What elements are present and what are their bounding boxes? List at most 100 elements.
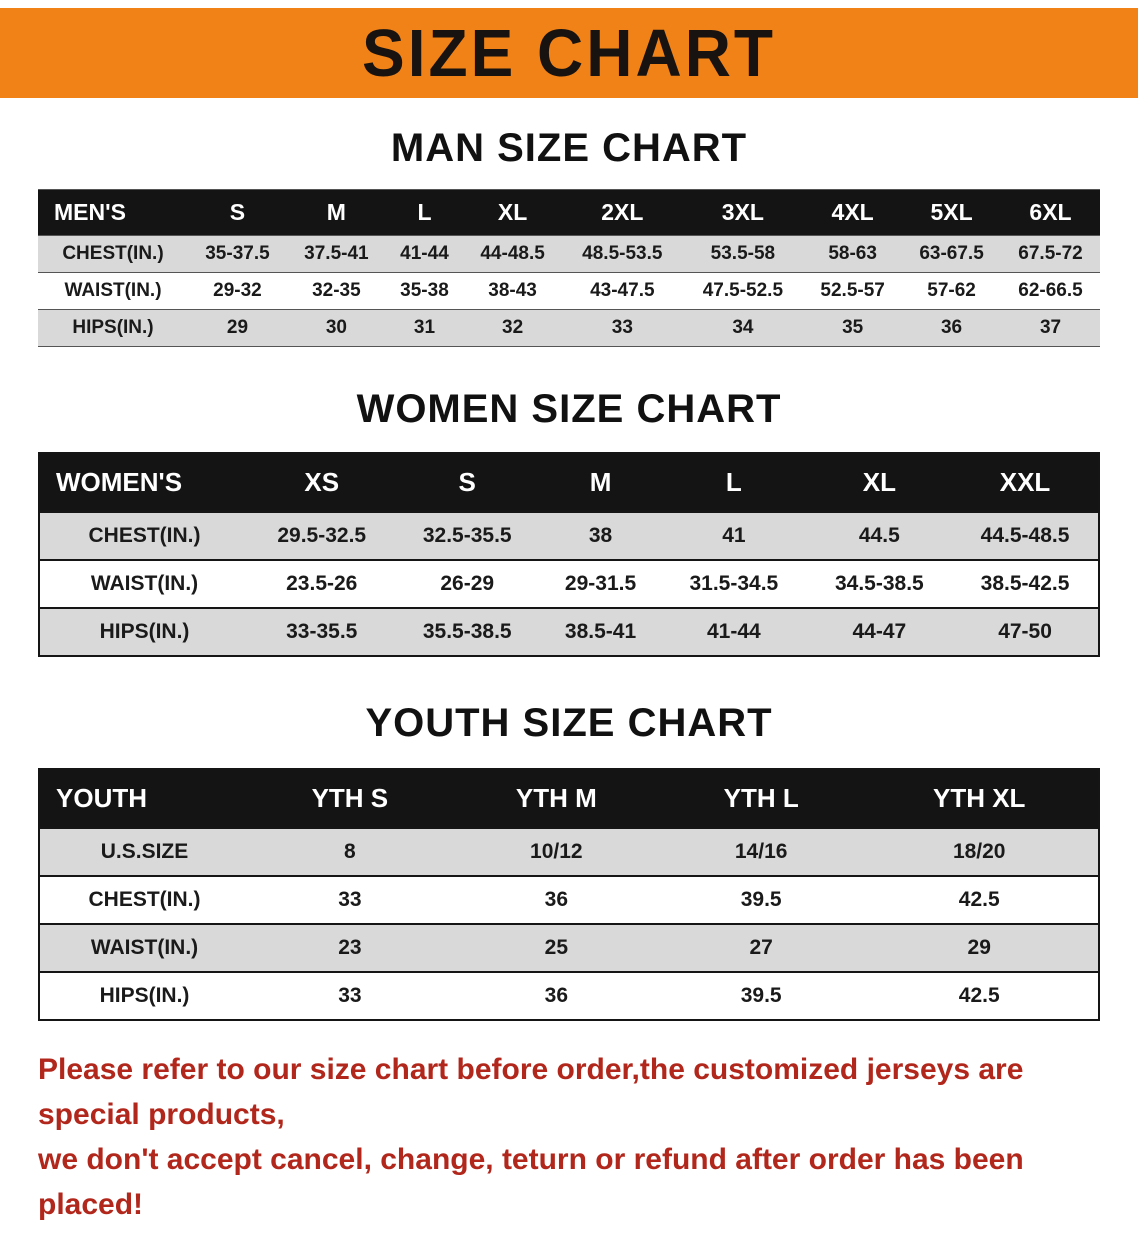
header-row: MEN'S S M L XL 2XL 3XL 4XL 5XL 6XL [38, 189, 1100, 236]
size-value: 34.5-38.5 [834, 572, 924, 595]
size-value: 58-63 [828, 243, 877, 264]
size-chart-page: SIZE CHART MAN SIZE CHART MEN'S S M L XL 2XL 3… [0, 8, 1138, 1237]
footer-notice: Please refer to our size chart before or… [38, 1047, 1100, 1227]
size-value: 41-44 [400, 243, 449, 264]
size-value: 42.5 [958, 984, 1000, 1007]
table-row: WAIST(IN.) 29-32 32-35 35-38 38-43 43-47.5 47.… [38, 272, 1100, 310]
size-value: 32-35 [312, 280, 361, 301]
size-value: 26-29 [440, 572, 495, 595]
row-label: U.S.SIZE [100, 840, 189, 863]
size-value: 29 [967, 936, 991, 959]
size-value: 33 [338, 984, 362, 1007]
size-column-header: XS [249, 453, 395, 512]
size-value: 29 [226, 317, 249, 338]
size-column-header: 6XL [1001, 189, 1100, 236]
youth-size-table: YOUTH YTH S YTH M YTH L YTH XL U.S.SIZE 8 10/12… [38, 768, 1100, 1021]
size-value: 44.5 [858, 524, 900, 547]
row-label: CHEST(IN.) [62, 243, 164, 264]
size-value: 33 [338, 888, 362, 911]
size-value: 41 [722, 524, 746, 547]
header-row: WOMEN'S XS S M L XL XXL [39, 453, 1099, 512]
size-column-header: YTH S [249, 769, 451, 828]
size-value: 42.5 [958, 888, 1000, 911]
size-column-header: XL [806, 453, 953, 512]
table-row: HIPS(IN.) 33-35.5 35.5-38.5 38.5-41 41-44 44-… [39, 608, 1099, 656]
row-label: HIPS(IN.) [99, 620, 190, 643]
size-value: 18/20 [952, 840, 1006, 863]
table-row: CHEST(IN.) 33 36 39.5 42.5 [39, 876, 1099, 924]
table-title-cell: WOMEN'S [39, 453, 249, 512]
row-label: HIPS(IN.) [72, 317, 154, 338]
size-value: 44.5-48.5 [980, 524, 1070, 547]
size-column-header: XXL [952, 453, 1099, 512]
size-column-header: 4XL [803, 189, 903, 236]
size-value: 29-31.5 [564, 572, 637, 595]
size-value: 10/12 [530, 840, 583, 863]
row-label: CHEST(IN.) [88, 888, 201, 911]
size-value: 14/16 [734, 840, 788, 863]
youth-size-section: YOUTH SIZE CHART YOUTH YTH S YTH M YTH L YTH… [0, 701, 1138, 1021]
size-value: 35-37.5 [205, 243, 270, 264]
row-label: WAIST(IN.) [90, 936, 199, 959]
size-column-header: YTH M [450, 769, 662, 828]
size-value: 32.5-35.5 [422, 524, 512, 547]
table-row: CHEST(IN.) 35-37.5 37.5-41 41-44 44-48.5 48.5… [38, 235, 1100, 273]
size-value: 44-48.5 [480, 243, 545, 264]
size-column-header: L [661, 453, 807, 512]
size-column-header: XL [463, 189, 563, 236]
men-size-section: MAN SIZE CHART MEN'S S M L XL 2XL 3XL 4XL 5XL 6XL… [0, 126, 1138, 347]
size-value: 47-50 [998, 620, 1052, 643]
size-value: 47.5-52.5 [702, 280, 784, 301]
notice-line-1: Please refer to our size chart before or… [38, 1053, 1024, 1131]
size-column-header: YTH XL [860, 769, 1099, 828]
size-value: 35 [842, 317, 864, 338]
size-column-header: S [394, 453, 540, 512]
row-label: WAIST(IN.) [64, 280, 162, 301]
banner: SIZE CHART [0, 8, 1138, 98]
size-value: 38.5-42.5 [980, 572, 1070, 595]
size-value: 31.5-34.5 [689, 572, 779, 595]
table-row: CHEST(IN.) 29.5-32.5 32.5-35.5 38 41 44.5 44.5… [39, 512, 1099, 560]
row-label: HIPS(IN.) [99, 984, 190, 1007]
size-column-header: M [539, 453, 662, 512]
size-value: 41-44 [707, 620, 761, 643]
table-title-cell: YOUTH [39, 769, 249, 828]
page-title: SIZE CHART [362, 15, 776, 91]
size-value: 34 [732, 317, 754, 338]
size-value: 37.5-41 [304, 243, 369, 264]
women-size-table: WOMEN'S XS S M L XL XXL CHEST(IN.) 29.5-32.5 32.5… [38, 452, 1100, 657]
size-column-header: L [385, 189, 464, 236]
youth-section-heading: YOUTH SIZE CHART [365, 701, 773, 745]
size-column-header: M [286, 189, 386, 236]
size-value: 38 [588, 524, 613, 547]
size-value: 25 [544, 936, 568, 959]
size-value: 39.5 [740, 984, 782, 1007]
size-value: 48.5-53.5 [582, 243, 663, 264]
table-row: HIPS(IN.) 29 30 31 32 33 34 35 36 37 [38, 309, 1100, 347]
size-value: 39.5 [740, 888, 782, 911]
size-column-header: 5XL [902, 189, 1002, 236]
size-value: 32 [502, 317, 524, 338]
size-column-header: 2XL [562, 189, 683, 236]
table-row: WAIST(IN.) 23.5-26 26-29 29-31.5 31.5-34.5 34… [39, 560, 1099, 608]
size-value: 29.5-32.5 [277, 524, 367, 547]
size-value: 53.5-58 [710, 243, 776, 264]
size-value: 38.5-41 [564, 620, 637, 643]
size-value: 57-62 [927, 280, 976, 301]
size-column-header: 3XL [682, 189, 804, 236]
size-value: 33-35.5 [286, 620, 358, 643]
size-value: 63-67.5 [919, 243, 984, 264]
notice-line-2: we don't accept cancel, change, teturn o… [38, 1143, 1024, 1221]
table-row: U.S.SIZE 8 10/12 14/16 18/20 [39, 828, 1099, 876]
size-column-header: S [188, 189, 287, 236]
table-title-cell: MEN'S [38, 189, 188, 236]
men-size-table: MEN'S S M L XL 2XL 3XL 4XL 5XL 6XL CHEST(IN.) 35-37… [38, 189, 1100, 347]
header-row: YOUTH YTH S YTH M YTH L YTH XL [39, 769, 1099, 828]
size-value: 36 [544, 984, 568, 1007]
row-label: WAIST(IN.) [90, 572, 199, 595]
size-value: 35-38 [400, 280, 449, 301]
size-value: 29-32 [213, 280, 262, 301]
size-value: 36 [544, 888, 568, 911]
size-value: 38-43 [488, 280, 537, 301]
women-size-section: WOMEN SIZE CHART WOMEN'S XS S M L XL XXL CHEST(… [0, 387, 1138, 657]
